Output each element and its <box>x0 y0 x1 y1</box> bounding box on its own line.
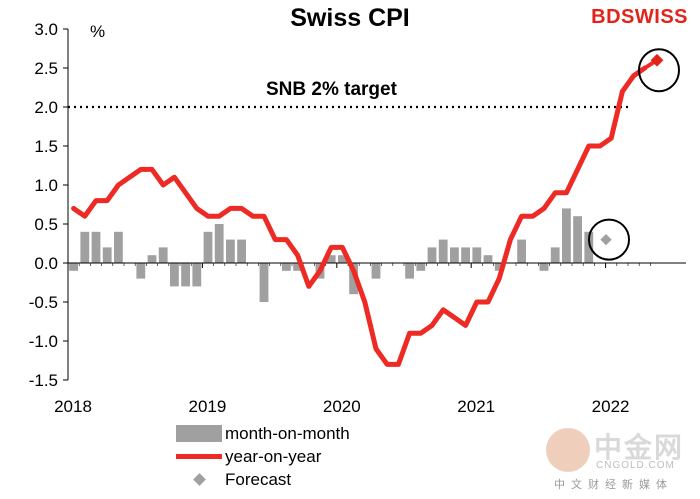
y-tick-label: -1.0 <box>29 332 58 351</box>
bar-mom <box>158 247 168 263</box>
bar-mom <box>181 263 190 287</box>
bar-mom <box>80 231 90 263</box>
bar-mom <box>371 263 381 279</box>
bar-mom <box>494 263 504 271</box>
bar-mom <box>282 263 291 271</box>
bar-mom <box>102 247 112 263</box>
y-tick-label: 2.0 <box>34 98 58 117</box>
bar-mom <box>539 263 549 271</box>
x-tick-label: 2021 <box>457 397 495 416</box>
highlight-circle-yoy <box>638 48 680 93</box>
x-tick-label: 2020 <box>323 397 361 416</box>
legend-label-mom: month-on-month <box>225 423 350 443</box>
y-tick-label: -0.5 <box>29 293 58 312</box>
bar-mom <box>517 239 526 263</box>
y-tick-label: -1.5 <box>29 371 58 390</box>
bar-mom <box>214 224 224 263</box>
x-tick-label: 2018 <box>54 397 92 416</box>
watermark: 中金网 CNGOLD.COM 中文财经新媒体 <box>546 428 696 494</box>
watermark-sub: 中文财经新媒体 <box>554 479 673 491</box>
y-tick-label: 1.5 <box>34 137 58 156</box>
watermark-main: 中金网 <box>594 432 685 463</box>
y-tick-label: 3.0 <box>34 20 58 39</box>
bar-mom <box>170 263 179 287</box>
legend-bar-swatch <box>176 425 222 442</box>
x-tick-label: 2019 <box>188 397 226 416</box>
target-annotation: SNB 2% target <box>266 79 397 100</box>
y-tick-label: 0.0 <box>34 254 58 273</box>
bar-mom <box>114 231 123 263</box>
bar-mom <box>450 247 459 263</box>
forecast-mom-point <box>600 233 612 246</box>
y-tick-label: 1.0 <box>34 176 58 195</box>
y-axis-unit: % <box>90 22 106 41</box>
bar-mom <box>427 247 437 263</box>
chart-title: Swiss CPI <box>290 4 410 32</box>
bar-mom <box>326 255 336 263</box>
bar-mom <box>349 263 358 295</box>
bar-mom <box>438 239 448 263</box>
bar-mom <box>237 239 246 263</box>
bar-mom <box>91 231 101 263</box>
bar-mom <box>461 247 470 263</box>
watermark-logo-icon <box>546 428 590 472</box>
legend-line-swatch <box>176 454 222 459</box>
bar-mom <box>550 247 560 263</box>
highlight-circle-mom <box>588 218 630 261</box>
legend-label-yoy: year-on-year <box>225 446 322 466</box>
watermark-url: CNGOLD.COM <box>596 460 675 471</box>
bar-mom <box>584 231 594 263</box>
legend-diamond-swatch <box>176 473 222 486</box>
y-tick-label: 2.5 <box>34 59 58 78</box>
brand-logo: BDSWISS <box>591 6 688 28</box>
bar-mom <box>69 263 78 271</box>
legend-item-forecast: Forecast <box>176 468 350 491</box>
bar-mom <box>416 263 426 271</box>
yoy-series-line <box>71 65 648 367</box>
bar-mom <box>147 255 157 263</box>
bar-mom <box>226 239 235 263</box>
bar-mom <box>203 231 213 263</box>
bar-mom <box>259 263 269 302</box>
bar-mom <box>562 208 571 263</box>
bar-mom <box>405 263 414 279</box>
bar-mom <box>483 255 493 263</box>
legend-item-mom: month-on-month <box>176 422 350 445</box>
y-tick-label: 0.5 <box>34 215 58 234</box>
legend-item-yoy: year-on-year <box>176 445 350 468</box>
bar-mom <box>573 216 582 263</box>
bar-mom <box>136 263 146 279</box>
bar-mom <box>293 263 302 271</box>
x-tick-label: 2022 <box>592 397 630 416</box>
bar-mom <box>192 263 202 287</box>
legend: month-on-month year-on-year Forecast <box>176 422 350 491</box>
bar-mom <box>472 247 482 263</box>
legend-label-forecast: Forecast <box>225 469 292 489</box>
bar-mom <box>338 255 347 263</box>
